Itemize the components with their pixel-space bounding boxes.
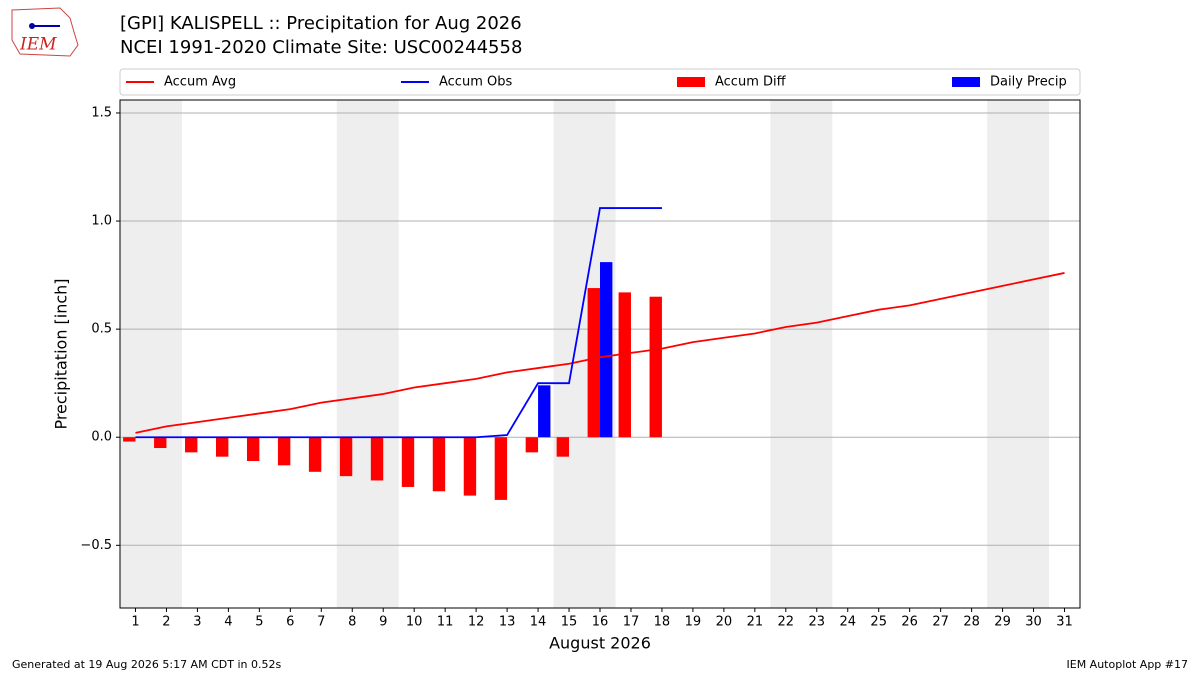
- x-tick-label: 24: [839, 615, 856, 630]
- bar: [277, 437, 291, 466]
- logo-outline: [11, 7, 79, 57]
- x-axis-label: August 2026: [549, 634, 651, 653]
- logo-text: IEM: [19, 35, 57, 55]
- bar: [556, 437, 570, 457]
- legend-label: Daily Precip: [990, 75, 1067, 90]
- y-axis-label: Precipitation [inch]: [52, 278, 71, 429]
- bar: [123, 437, 136, 442]
- logo: IEM: [11, 7, 79, 57]
- x-tick-label: 4: [224, 615, 232, 630]
- bar: [246, 437, 260, 462]
- x-tick-label: 25: [870, 615, 887, 630]
- bar: [370, 437, 384, 481]
- bar: [401, 437, 415, 487]
- x-tick-label: 16: [592, 615, 609, 630]
- x-tick-label: 23: [809, 615, 826, 630]
- bar: [600, 262, 613, 438]
- chart-subtitle: NCEI 1991-2020 Climate Site: USC00244558: [120, 37, 522, 58]
- x-tick-label: 1: [131, 615, 139, 630]
- x-tick-label: 27: [932, 615, 949, 630]
- y-tick-label: −0.5: [80, 538, 112, 553]
- y-tick-label: 0.5: [91, 322, 112, 337]
- x-tick-label: 12: [468, 615, 485, 630]
- x-tick-label: 30: [1025, 615, 1042, 630]
- bar: [185, 437, 198, 453]
- x-tick-label: 10: [406, 615, 423, 630]
- footer-left: Generated at 19 Aug 2026 5:17 AM CDT in …: [12, 658, 281, 671]
- bar: [587, 288, 600, 438]
- x-tick-label: 26: [901, 615, 918, 630]
- x-tick-label: 11: [437, 615, 454, 630]
- weekend-band: [770, 100, 833, 608]
- x-tick-label: 20: [716, 615, 733, 630]
- x-tick-label: 2: [162, 615, 170, 630]
- footer-right: IEM Autoplot App #17: [1067, 658, 1189, 671]
- legend-box: [119, 68, 1081, 96]
- legend-swatch: [677, 77, 705, 87]
- bar: [649, 296, 662, 438]
- legend-label: Accum Avg: [164, 75, 236, 90]
- y-tick-label: 1.0: [91, 214, 112, 229]
- logo-dot: [29, 23, 35, 29]
- bar: [308, 437, 322, 472]
- x-tick-label: 18: [654, 615, 671, 630]
- weekend-band: [336, 100, 399, 608]
- plot-frame: [119, 99, 1081, 609]
- x-tick-label: 8: [348, 615, 356, 630]
- bar: [154, 437, 167, 449]
- x-tick-label: 14: [530, 615, 547, 630]
- y-tick-label: 1.5: [91, 105, 112, 120]
- line: [135, 207, 662, 439]
- x-tick-label: 22: [778, 615, 795, 630]
- weekend-band: [987, 100, 1050, 608]
- x-tick-label: 13: [499, 615, 516, 630]
- x-tick-label: 28: [963, 615, 980, 630]
- line: [135, 272, 1065, 434]
- x-tick-label: 21: [747, 615, 764, 630]
- legend-label: Accum Obs: [439, 75, 512, 90]
- bar: [538, 385, 551, 438]
- legend-label: Accum Diff: [715, 75, 787, 90]
- bar: [339, 437, 353, 477]
- bar: [432, 437, 446, 492]
- x-tick-label: 17: [623, 615, 640, 630]
- x-tick-label: 6: [286, 615, 294, 630]
- x-tick-label: 5: [255, 615, 263, 630]
- x-tick-label: 19: [685, 615, 702, 630]
- bar: [618, 292, 631, 438]
- chart-title: [GPI] KALISPELL :: Precipitation for Aug…: [120, 13, 522, 34]
- bar: [525, 437, 539, 453]
- bar: [216, 437, 229, 457]
- x-tick-label: 29: [994, 615, 1011, 630]
- weekend-band: [120, 100, 182, 608]
- bar: [463, 437, 477, 496]
- x-tick-label: 15: [561, 615, 578, 630]
- x-tick-label: 9: [379, 615, 387, 630]
- x-tick-label: 31: [1056, 615, 1073, 630]
- bar: [494, 437, 508, 500]
- y-tick-label: 0.0: [91, 430, 112, 445]
- x-tick-label: 3: [193, 615, 201, 630]
- x-tick-label: 7: [317, 615, 325, 630]
- legend-swatch: [952, 77, 980, 87]
